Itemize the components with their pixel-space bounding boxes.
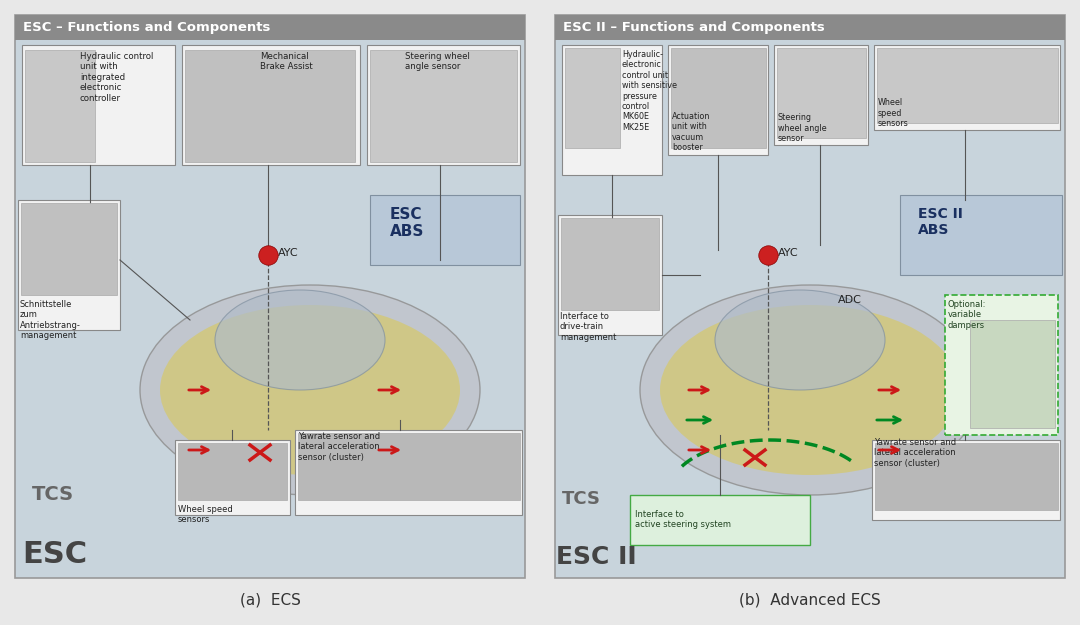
Text: ADC: ADC	[838, 295, 862, 305]
Bar	[877, 48, 1058, 123]
Text: ESC II
ABS: ESC II ABS	[918, 207, 963, 238]
Bar	[555, 15, 1065, 40]
Text: Schnittstelle
zum
Antriebstrang-
management: Schnittstelle zum Antriebstrang- managem…	[21, 300, 81, 340]
Ellipse shape	[160, 305, 460, 475]
Text: Steering
wheel angle
sensor: Steering wheel angle sensor	[778, 113, 826, 143]
Ellipse shape	[640, 285, 980, 495]
Bar	[774, 45, 868, 145]
Text: Hydraulic-
electronic
control unit
with sensitive
pressure
control
MK60E
MK25E: Hydraulic- electronic control unit with …	[622, 50, 677, 132]
Text: Mechanical
Brake Assist: Mechanical Brake Assist	[260, 52, 313, 71]
Text: Interface to
active steering system: Interface to active steering system	[635, 510, 731, 529]
Ellipse shape	[140, 285, 480, 495]
Bar	[555, 15, 1065, 578]
Ellipse shape	[215, 290, 384, 390]
Text: Hydraulic control
unit with
integrated
electronic
controller: Hydraulic control unit with integrated e…	[80, 52, 153, 102]
Bar	[15, 15, 525, 40]
Text: Interface to
drive-train
management: Interface to drive-train management	[561, 312, 617, 342]
Bar	[298, 433, 519, 500]
Bar	[562, 45, 662, 175]
Bar	[175, 440, 291, 515]
Bar	[367, 45, 519, 165]
Bar	[178, 443, 287, 500]
Bar	[558, 215, 662, 335]
Text: ESC – Functions and Components: ESC – Functions and Components	[23, 21, 270, 34]
Text: Actuation
unit with
vacuum
booster: Actuation unit with vacuum booster	[672, 112, 711, 152]
Bar	[15, 15, 525, 578]
Bar	[21, 203, 117, 295]
Bar	[872, 440, 1059, 520]
Text: Steering wheel
angle sensor: Steering wheel angle sensor	[405, 52, 470, 71]
Bar	[185, 50, 355, 162]
Text: AYC: AYC	[778, 248, 798, 258]
Bar	[370, 195, 519, 265]
Text: Optional:
variable
dampers: Optional: variable dampers	[948, 300, 986, 330]
Text: ESC II – Functions and Components: ESC II – Functions and Components	[563, 21, 825, 34]
Text: Wheel speed
sensors: Wheel speed sensors	[178, 505, 233, 524]
Bar	[777, 48, 866, 138]
Bar	[370, 50, 517, 162]
Ellipse shape	[715, 290, 885, 390]
Text: ESC: ESC	[22, 540, 87, 569]
Text: (a)  ECS: (a) ECS	[240, 592, 300, 608]
Bar	[900, 195, 1062, 275]
Text: (b)  Advanced ECS: (b) Advanced ECS	[739, 592, 881, 608]
Bar	[945, 295, 1058, 435]
Text: Yawrate sensor and
lateral acceleration
sensor (cluster): Yawrate sensor and lateral acceleration …	[298, 432, 380, 462]
Text: ESC II: ESC II	[556, 545, 636, 569]
Text: Yawrate sensor and
lateral acceleration
sensor (cluster): Yawrate sensor and lateral acceleration …	[874, 438, 956, 468]
Bar	[183, 45, 360, 165]
Bar	[875, 443, 1058, 510]
Bar	[25, 50, 95, 162]
Bar	[630, 495, 810, 545]
Bar	[970, 320, 1055, 428]
Bar	[18, 200, 120, 330]
Bar	[671, 48, 766, 148]
Bar	[565, 48, 620, 148]
Text: AYC: AYC	[278, 248, 299, 258]
Ellipse shape	[660, 305, 960, 475]
Text: TCS: TCS	[32, 485, 75, 504]
Text: Wheel
speed
sensors: Wheel speed sensors	[878, 98, 908, 128]
Bar	[22, 45, 175, 165]
Text: TCS: TCS	[562, 490, 600, 508]
Bar	[295, 430, 522, 515]
Bar	[669, 45, 768, 155]
Bar	[874, 45, 1059, 130]
Bar	[561, 218, 659, 310]
Text: ESC
ABS: ESC ABS	[390, 207, 424, 239]
